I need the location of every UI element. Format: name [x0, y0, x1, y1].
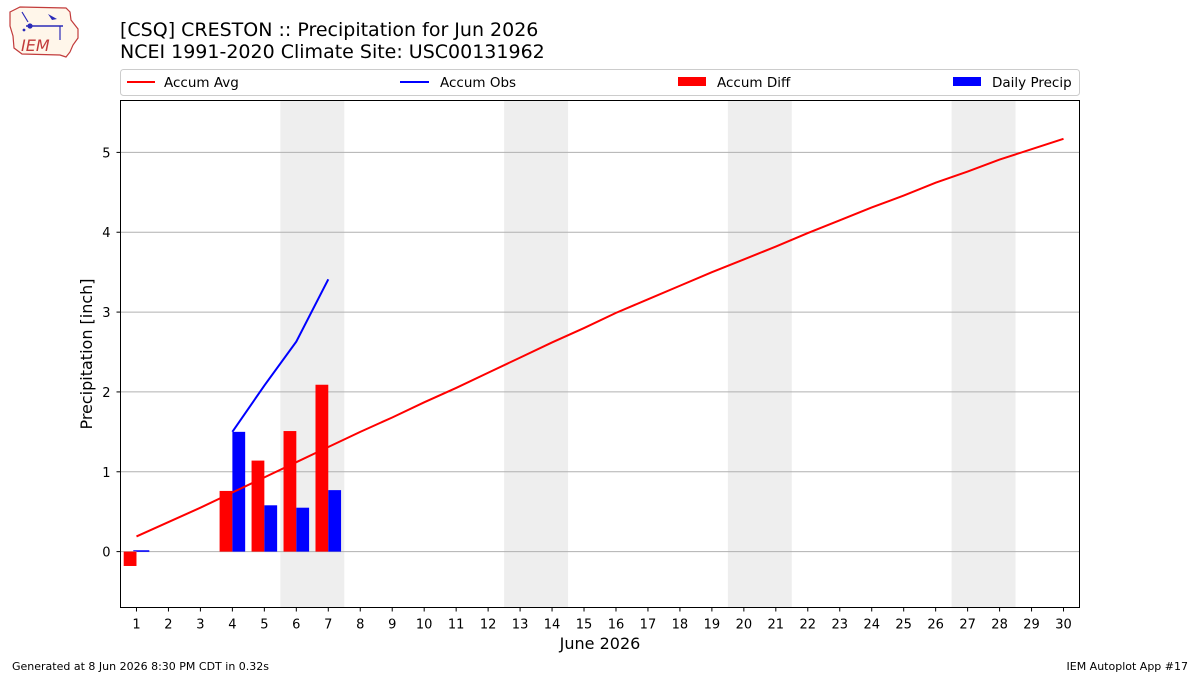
x-tick-label: 17	[640, 618, 657, 633]
x-tick-label: 5	[260, 618, 268, 633]
bar-accum-diff	[283, 431, 297, 552]
x-tick-label: 13	[512, 618, 529, 633]
x-tick-label: 14	[544, 618, 561, 633]
legend-item-accum-diff: Accum Diff	[678, 75, 791, 91]
chart-title-line2: NCEI 1991-2020 Climate Site: USC00131962	[120, 41, 545, 63]
bar-accum-diff	[315, 384, 329, 552]
x-tick-label: 8	[356, 618, 364, 633]
y-tick-label: 0	[102, 546, 110, 561]
x-tick-label: 6	[292, 618, 300, 633]
y-tick-label: 4	[102, 226, 110, 241]
x-tick-label: 11	[448, 618, 465, 633]
x-tick-label: 21	[768, 618, 785, 633]
logo-text: IEM	[21, 36, 50, 55]
legend-item-daily-precip: Daily Precip	[953, 75, 1072, 91]
x-tick-label: 15	[576, 618, 593, 633]
y-tick-label: 2	[102, 386, 110, 401]
x-tick-label: 3	[196, 618, 204, 633]
plot-frame	[120, 100, 1080, 608]
line-accum-avg	[136, 137, 1064, 538]
x-tick-label: 20	[736, 618, 753, 633]
legend: Accum Avg Accum Obs Accum Diff Daily Pre…	[120, 69, 1080, 96]
y-tick-label: 3	[102, 306, 110, 321]
bar-accum-diff	[219, 490, 233, 552]
x-tick-label: 10	[416, 618, 433, 633]
legend-label-accum-diff: Accum Diff	[717, 75, 791, 91]
weekend-band	[504, 100, 569, 608]
x-tick-label: 23	[831, 618, 848, 633]
legend-item-accum-obs: Accum Obs	[400, 75, 516, 91]
x-tick-label: 2	[164, 618, 172, 633]
iem-logo: IEM	[9, 6, 79, 58]
chart-title-line1: [CSQ] CRESTON :: Precipitation for Jun 2…	[120, 19, 538, 41]
x-tick-label: 1	[132, 618, 140, 633]
legend-label-accum-obs: Accum Obs	[440, 75, 516, 91]
bar-accum-diff	[123, 551, 137, 566]
y-tick-label: 5	[102, 146, 110, 161]
x-tick-label: 30	[1055, 618, 1072, 633]
y-axis-label: Precipitation [inch]	[77, 278, 96, 429]
x-tick-label: 27	[959, 618, 976, 633]
bar-daily-precip	[296, 507, 310, 552]
x-tick-label: 4	[228, 618, 236, 633]
legend-label-daily-precip: Daily Precip	[992, 75, 1072, 91]
x-tick-label: 24	[863, 618, 880, 633]
bar-daily-precip	[328, 490, 342, 552]
x-tick-label: 18	[672, 618, 689, 633]
footer-app: IEM Autoplot App #17	[1067, 660, 1189, 673]
x-tick-label: 12	[480, 618, 497, 633]
legend-item-accum-avg: Accum Avg	[127, 75, 239, 91]
weekend-band	[727, 100, 792, 608]
x-tick-label: 28	[991, 618, 1008, 633]
bar-daily-precip	[232, 431, 246, 552]
x-tick-label: 16	[608, 618, 625, 633]
x-tick-label: 25	[895, 618, 912, 633]
bar-daily-precip	[264, 505, 278, 552]
footer-generated: Generated at 8 Jun 2026 8:30 PM CDT in 0…	[12, 660, 269, 673]
weekend-band	[951, 100, 1016, 608]
x-tick-label: 29	[1023, 618, 1040, 633]
x-tick-label: 19	[704, 618, 721, 633]
line-accum-obs	[231, 278, 330, 433]
x-tick-label: 26	[927, 618, 944, 633]
legend-box	[120, 69, 1080, 96]
legend-label-accum-avg: Accum Avg	[164, 75, 239, 91]
x-tick-label: 7	[324, 618, 332, 633]
bar-accum-diff	[251, 460, 265, 552]
x-axis-label: June 2026	[559, 634, 641, 653]
y-tick-label: 1	[102, 466, 110, 481]
x-tick-label: 9	[388, 618, 396, 633]
x-tick-label: 22	[800, 618, 817, 633]
